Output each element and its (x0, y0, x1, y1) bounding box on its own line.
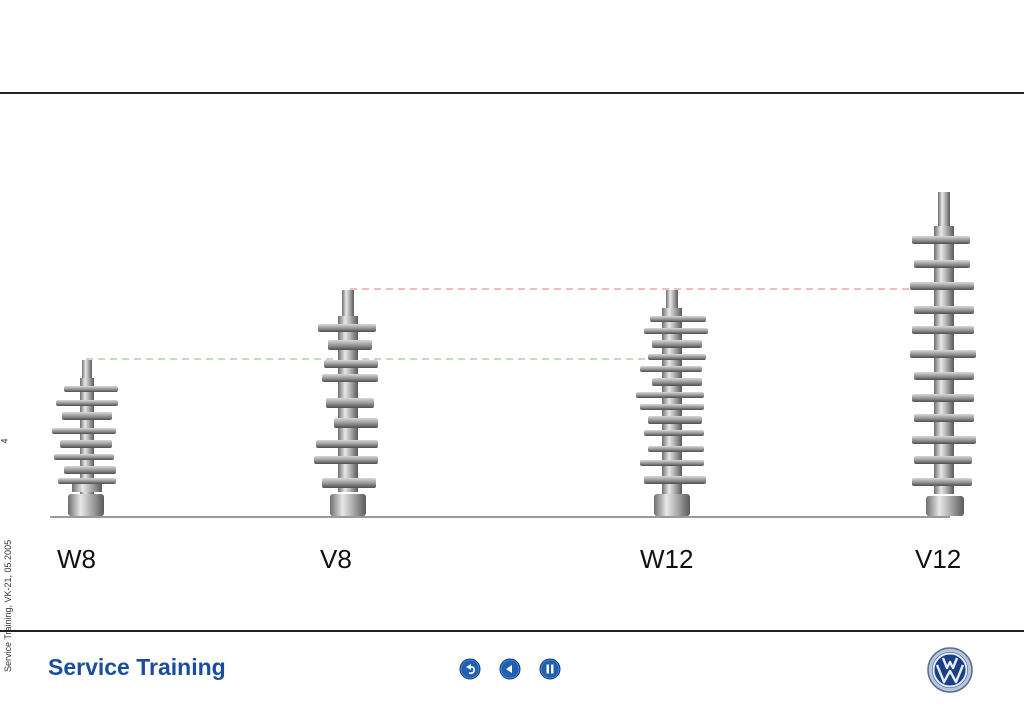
footer-brand: Service Training (48, 654, 226, 680)
crankshaft-w12 (636, 290, 708, 516)
crankshaft-v8 (314, 290, 378, 516)
vw-logo-icon (927, 647, 973, 693)
engine-label-v8: V8 (320, 544, 352, 574)
crankshaft-v12 (910, 192, 976, 516)
engine-label-w12: W12 (640, 544, 694, 574)
engine-label-w8: W8 (57, 544, 96, 574)
crankshaft-comparison-figure (50, 192, 976, 518)
crankshaft-w8 (52, 360, 118, 516)
back-icon[interactable] (499, 658, 521, 680)
return-icon[interactable] (459, 658, 481, 680)
pause-icon[interactable] (539, 658, 561, 680)
footer-divider (0, 630, 1024, 632)
header-divider (0, 92, 1024, 94)
engine-label-v12: V12 (915, 544, 962, 574)
